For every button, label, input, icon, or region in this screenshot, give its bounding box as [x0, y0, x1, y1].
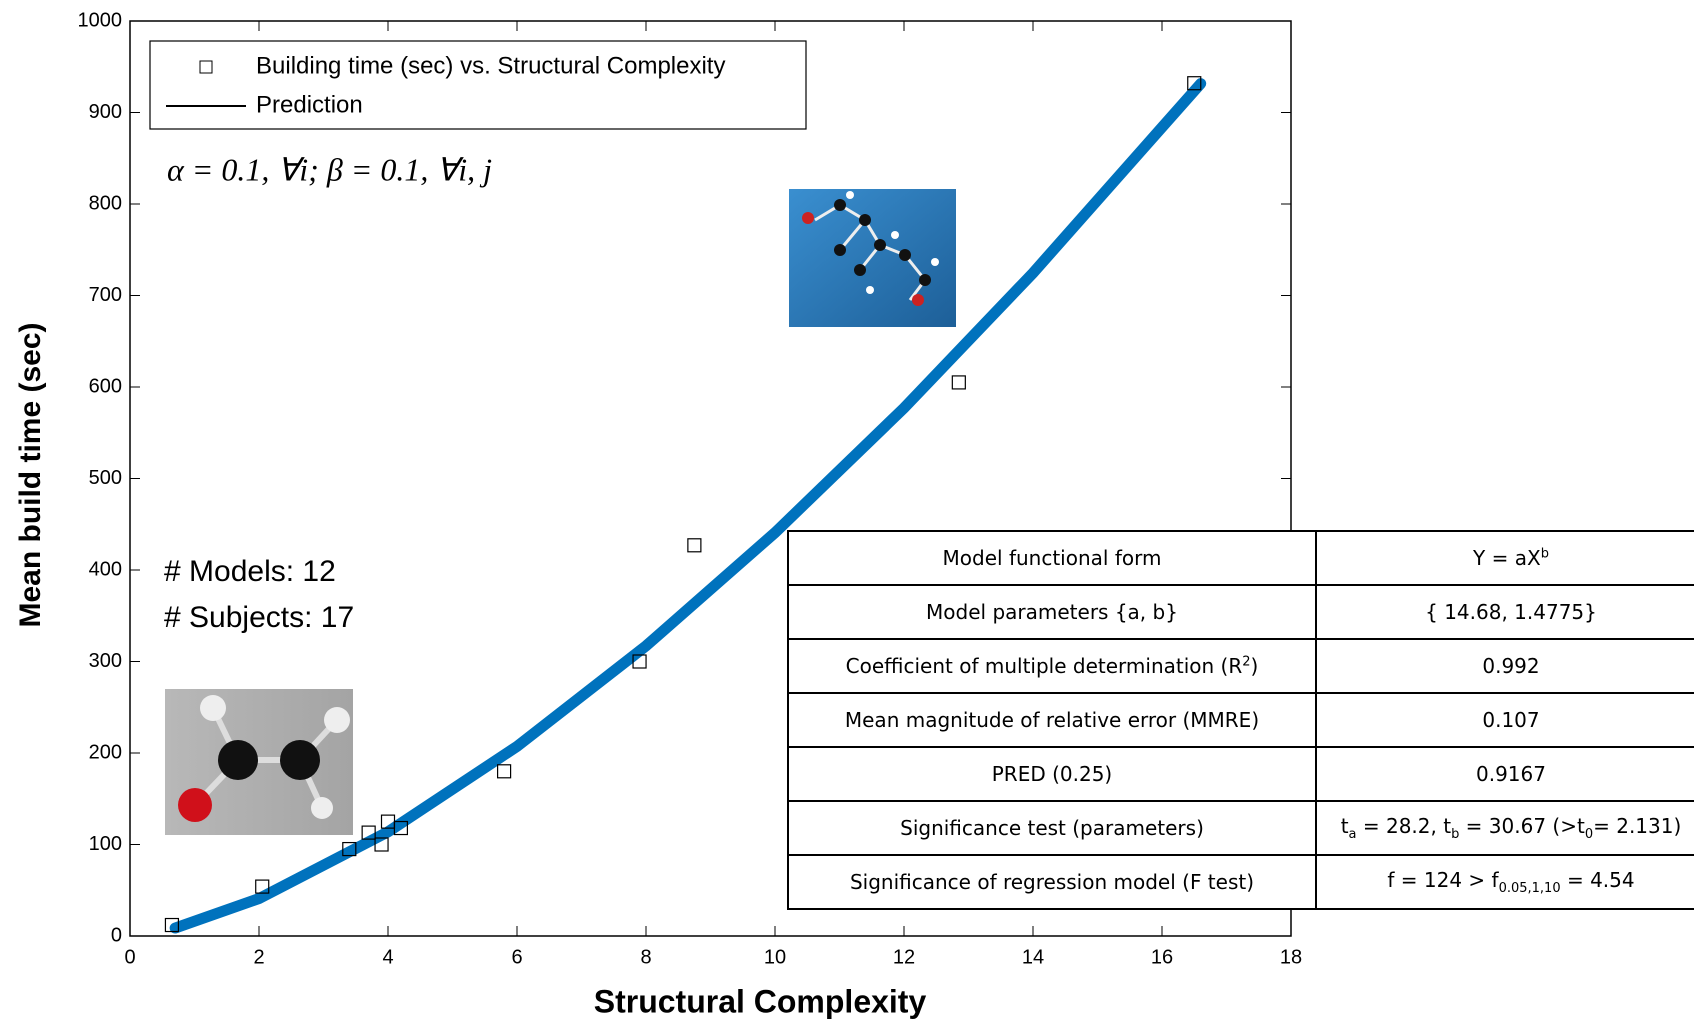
- x-tick-label: 14: [1022, 946, 1044, 968]
- y-axis-title: Mean build time (sec): [14, 322, 47, 627]
- y-tick-label: 1000: [78, 9, 123, 31]
- table-cell: f = 124 > f0.05,1,10 = 4.54: [1316, 855, 1694, 909]
- molecule-photo-large: [789, 189, 956, 327]
- text: t: [1341, 814, 1349, 838]
- text: ): [1251, 654, 1259, 678]
- y-tick-label: 900: [89, 101, 122, 123]
- y-tick-label: 700: [89, 284, 122, 306]
- data-point: [952, 376, 965, 389]
- table-cell: Coefficient of multiple determination (R…: [788, 639, 1316, 693]
- x-tick-label: 18: [1280, 946, 1302, 968]
- y-tick-label: 600: [89, 375, 122, 397]
- y-tick-label: 100: [89, 833, 122, 855]
- x-axis-title: Structural Complexity: [594, 983, 927, 1019]
- x-tick-label: 2: [253, 946, 264, 968]
- table-cell: Significance of regression model (F test…: [788, 855, 1316, 909]
- x-tick-label: 0: [124, 946, 135, 968]
- text: = 28.2, t: [1357, 814, 1452, 838]
- table-row: Coefficient of multiple determination (R…: [788, 639, 1694, 693]
- text: f = 124 > f: [1387, 868, 1498, 892]
- table-cell: Model parameters {a, b}: [788, 585, 1316, 639]
- y-tick-label: 300: [89, 650, 122, 672]
- table-cell: Model functional form: [788, 531, 1316, 585]
- text: = 4.54: [1561, 868, 1635, 892]
- annotation: α = 0.1, ∀i; β = 0.1, ∀i, j: [167, 151, 492, 187]
- text: 2: [1242, 654, 1250, 669]
- data-point: [498, 765, 511, 778]
- text: b: [1541, 546, 1549, 561]
- y-tick-label: 800: [89, 192, 122, 214]
- text: 0: [1585, 827, 1593, 842]
- table-cell: { 14.68, 1.4775}: [1316, 585, 1694, 639]
- y-tick-label: 500: [89, 467, 122, 489]
- table-cell: Significance test (parameters): [788, 801, 1316, 855]
- x-tick-label: 10: [764, 946, 786, 968]
- y-tick-label: 400: [89, 558, 122, 580]
- text: Y = aX: [1473, 546, 1541, 570]
- x-tick-label: 4: [382, 946, 393, 968]
- data-point: [688, 539, 701, 552]
- y-tick-label: 0: [111, 924, 122, 946]
- table-cell: ta = 28.2, tb = 30.67 (>t0= 2.131): [1316, 801, 1694, 855]
- x-tick-label: 8: [640, 946, 651, 968]
- table-cell: Y = aXb: [1316, 531, 1694, 585]
- x-tick-label: 6: [511, 946, 522, 968]
- text: = 2.131): [1593, 814, 1681, 838]
- table-row: PRED (0.25)0.9167: [788, 747, 1694, 801]
- legend-label: Building time (sec) vs. Structural Compl…: [256, 52, 725, 79]
- table-cell: 0.992: [1316, 639, 1694, 693]
- text: Coefficient of multiple determination (R: [846, 654, 1243, 678]
- table-row: Model parameters {a, b}{ 14.68, 1.4775}: [788, 585, 1694, 639]
- y-tick-label: 200: [89, 741, 122, 763]
- x-tick-label: 12: [893, 946, 915, 968]
- table-cell: 0.107: [1316, 693, 1694, 747]
- annotation: # Models: 12: [164, 555, 336, 588]
- legend-label: Prediction: [256, 91, 363, 118]
- text: 0.05,1,10: [1499, 881, 1561, 896]
- table-row: Significance test (parameters) ta = 28.2,…: [788, 801, 1694, 855]
- text: = 30.67 (>t: [1459, 814, 1585, 838]
- text: a: [1349, 827, 1357, 842]
- table-cell: Mean magnitude of relative error (MMRE): [788, 693, 1316, 747]
- table-cell: 0.9167: [1316, 747, 1694, 801]
- page: Mean build time (sec) Structural Complex…: [0, 0, 1694, 1024]
- annotation: # Subjects: 17: [164, 601, 354, 634]
- molecule-photo-small: [165, 689, 353, 835]
- table-cell: PRED (0.25): [788, 747, 1316, 801]
- table-row: Mean magnitude of relative error (MMRE)0…: [788, 693, 1694, 747]
- table-row: Significance of regression model (F test…: [788, 855, 1694, 909]
- x-tick-label: 16: [1151, 946, 1173, 968]
